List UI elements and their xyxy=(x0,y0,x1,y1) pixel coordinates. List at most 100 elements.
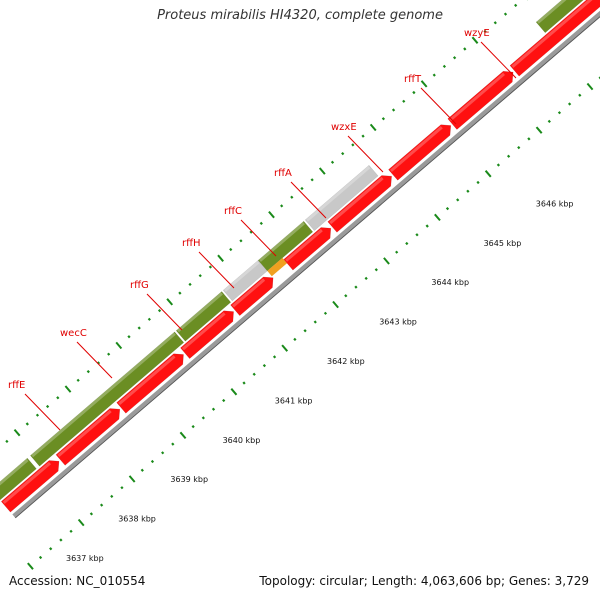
minor-tick xyxy=(517,145,521,150)
minor-tick xyxy=(242,381,246,385)
minor-tick xyxy=(395,250,399,254)
position-label: 3639 kbp xyxy=(170,475,208,484)
map-title: Proteus mirabilis HI4320, complete genom… xyxy=(157,8,443,23)
minor-tick xyxy=(25,422,29,426)
minor-tick xyxy=(351,143,355,147)
position-label: 3643 kbp xyxy=(379,318,417,327)
major-tick xyxy=(535,126,543,134)
gene-label-wzyE: wzyE xyxy=(464,28,517,79)
position-label: 3640 kbp xyxy=(223,436,261,445)
minor-tick xyxy=(344,294,348,298)
minor-tick xyxy=(405,241,409,246)
minor-tick xyxy=(483,29,487,34)
feature-highlight xyxy=(511,0,593,68)
major-tick xyxy=(369,123,377,132)
outer-tick-ring xyxy=(5,0,529,444)
minor-tick xyxy=(107,352,111,356)
major-tick xyxy=(484,170,492,178)
minor-tick xyxy=(86,369,90,374)
minor-tick xyxy=(127,335,131,339)
forward-cds-feature xyxy=(175,291,232,342)
feature-highlight xyxy=(390,126,443,172)
genome-summary-text: Topology: circular; Length: 4,063,606 bp… xyxy=(259,574,589,588)
minor-tick xyxy=(178,291,182,295)
gene-name: rffG xyxy=(130,280,149,291)
major-tick xyxy=(64,385,72,393)
minor-tick xyxy=(76,378,80,382)
minor-tick xyxy=(188,282,192,287)
gene-name: rffH xyxy=(182,238,201,249)
major-tick xyxy=(217,254,224,262)
minor-tick xyxy=(137,326,141,330)
position-label: 3645 kbp xyxy=(484,239,522,248)
minor-tick xyxy=(456,198,460,202)
position-label: 3644 kbp xyxy=(431,278,469,287)
feature-highlight xyxy=(57,409,112,457)
minor-tick xyxy=(476,180,480,185)
minor-tick xyxy=(147,317,151,321)
leader-line xyxy=(420,87,457,125)
leader-line xyxy=(347,135,384,173)
reverse-cds-feature xyxy=(55,408,121,466)
minor-tick xyxy=(5,439,9,444)
feature-highlight xyxy=(2,461,51,504)
minor-tick xyxy=(293,337,297,342)
reverse-strand-track xyxy=(0,0,600,513)
feature-highlight xyxy=(31,332,176,458)
minor-tick xyxy=(310,178,314,182)
minor-tick xyxy=(272,355,277,359)
feature-highlight xyxy=(176,292,223,333)
backbone-ring xyxy=(12,10,600,519)
gene-name: rffE xyxy=(8,380,25,391)
minor-tick xyxy=(69,529,73,533)
minor-tick xyxy=(140,468,144,472)
leader-line xyxy=(198,251,235,289)
minor-tick xyxy=(300,186,304,191)
reverse-cds-feature xyxy=(509,0,600,77)
position-labels: 3637 kbp 3638 kbp 3639 kbp 3640 kbp 3641 kbp… xyxy=(66,199,574,563)
gene-label-rffA: rffA xyxy=(274,168,327,219)
leader-line xyxy=(24,393,61,431)
minor-tick xyxy=(56,396,60,400)
minor-tick xyxy=(496,163,501,167)
minor-tick xyxy=(110,494,114,499)
minor-tick xyxy=(38,555,43,560)
minor-tick xyxy=(442,64,447,69)
minor-tick xyxy=(354,285,358,289)
minor-tick xyxy=(157,308,162,313)
minor-tick xyxy=(222,398,226,403)
minor-tick xyxy=(239,239,243,243)
minor-tick xyxy=(374,268,378,272)
feature-highlight xyxy=(118,355,176,405)
major-tick xyxy=(586,82,594,91)
position-label: 3646 kbp xyxy=(536,199,574,208)
feature-highlight xyxy=(536,0,567,24)
minor-tick xyxy=(402,99,406,103)
minor-tick xyxy=(391,108,396,112)
minor-tick xyxy=(229,247,233,252)
minor-tick xyxy=(171,442,175,446)
major-tick xyxy=(434,213,441,222)
gene-name: rffA xyxy=(274,168,292,179)
forward-cds-feature xyxy=(0,457,37,501)
gene-label-wecC: wecC xyxy=(60,328,113,379)
reverse-cds-feature xyxy=(180,310,234,359)
minor-tick xyxy=(514,3,518,7)
minor-tick xyxy=(198,274,202,278)
feature-highlight xyxy=(232,278,266,308)
minor-tick xyxy=(249,230,253,234)
minor-tick xyxy=(303,329,307,333)
position-label: 3638 kbp xyxy=(118,515,156,524)
minor-tick xyxy=(313,320,317,324)
minor-tick xyxy=(99,503,104,507)
major-tick xyxy=(332,300,339,309)
minor-tick xyxy=(452,56,457,60)
minor-tick xyxy=(45,404,50,409)
minor-tick xyxy=(89,512,94,516)
minor-tick xyxy=(341,151,345,156)
minor-tick xyxy=(578,93,582,97)
leader-line xyxy=(146,293,183,331)
minor-tick xyxy=(208,265,213,269)
forward-cds-feature xyxy=(535,0,584,34)
